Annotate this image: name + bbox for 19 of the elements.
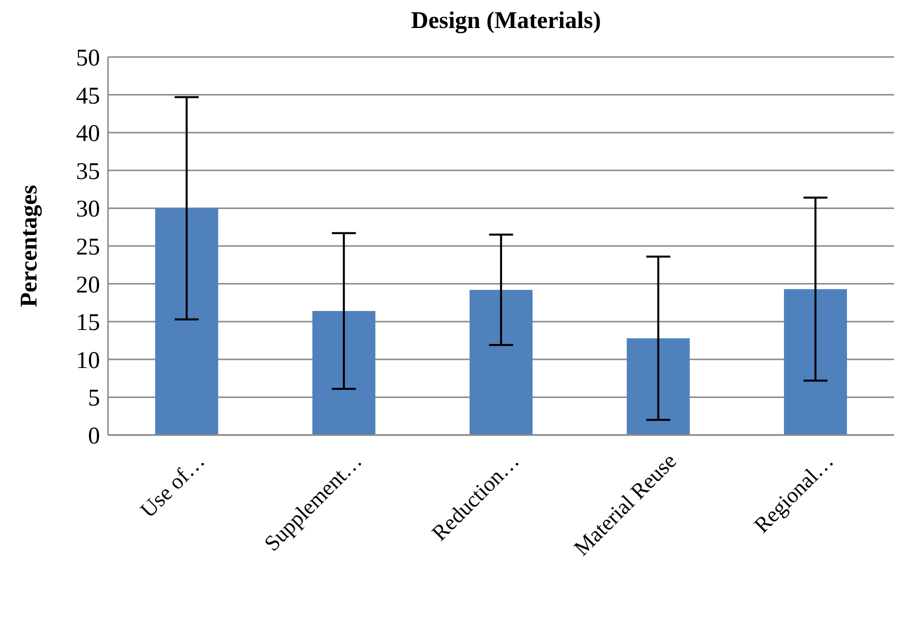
y-tick-label: 40	[76, 121, 100, 148]
bar	[312, 311, 376, 435]
x-tick-label: Use of…	[135, 448, 210, 522]
bar	[626, 338, 690, 435]
y-tick-label: 50	[76, 46, 100, 72]
y-tick-label: 45	[76, 83, 100, 110]
y-axis-title: Percentages	[16, 184, 43, 308]
y-tick-label: 0	[88, 424, 100, 450]
bar	[784, 289, 847, 435]
y-tick-label: 5	[88, 386, 100, 412]
chart-title: Design (Materials)	[410, 8, 602, 35]
y-tick-label: 10	[76, 348, 100, 374]
y-tick-label: 30	[76, 196, 100, 223]
y-tick-label: 15	[76, 310, 100, 336]
bar	[470, 290, 533, 435]
y-tick-label: 20	[76, 272, 100, 298]
y-tick-label: 25	[76, 234, 100, 261]
y-tick-label: 35	[76, 158, 100, 185]
bar	[155, 208, 218, 435]
